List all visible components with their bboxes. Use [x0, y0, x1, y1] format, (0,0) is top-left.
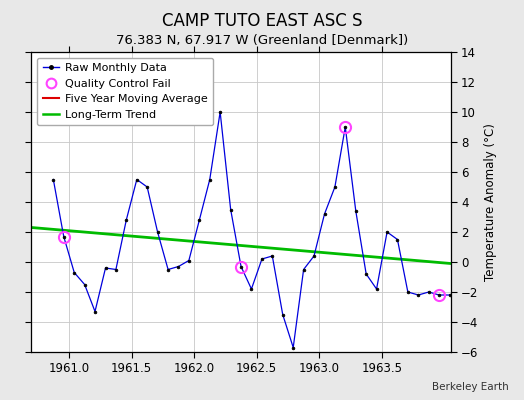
Text: CAMP TUTO EAST ASC S: CAMP TUTO EAST ASC S — [162, 12, 362, 30]
Legend: Raw Monthly Data, Quality Control Fail, Five Year Moving Average, Long-Term Tren: Raw Monthly Data, Quality Control Fail, … — [37, 58, 213, 125]
Text: 76.383 N, 67.917 W (Greenland [Denmark]): 76.383 N, 67.917 W (Greenland [Denmark]) — [116, 34, 408, 47]
Y-axis label: Temperature Anomaly (°C): Temperature Anomaly (°C) — [484, 123, 497, 281]
Text: Berkeley Earth: Berkeley Earth — [432, 382, 508, 392]
